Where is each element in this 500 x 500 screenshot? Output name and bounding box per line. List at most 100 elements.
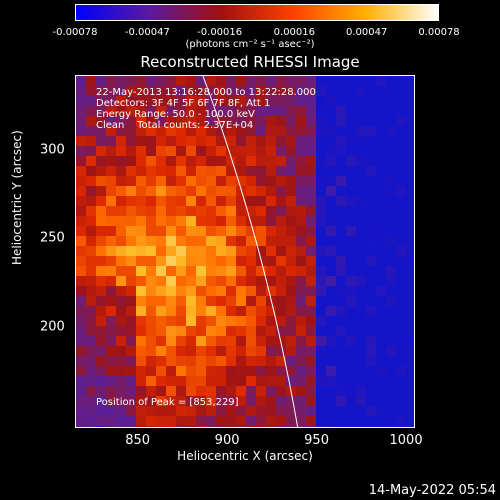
heatmap-cell xyxy=(186,256,196,266)
heatmap-cell xyxy=(406,276,414,286)
heatmap-cell xyxy=(386,336,396,346)
heatmap-cell xyxy=(126,276,136,286)
heatmap-cell xyxy=(116,226,126,236)
heatmap-cell xyxy=(126,136,136,146)
heatmap-cell xyxy=(216,176,226,186)
heatmap-cell xyxy=(346,236,356,246)
heatmap-cell xyxy=(106,156,116,166)
heatmap-cell xyxy=(206,426,216,427)
heatmap-cell xyxy=(316,286,326,296)
heatmap-cell xyxy=(366,86,376,96)
heatmap-cell xyxy=(166,366,176,376)
heatmap-cell xyxy=(196,176,206,186)
heatmap-cell xyxy=(376,256,386,266)
heatmap-cell xyxy=(176,216,186,226)
heatmap-cell xyxy=(356,366,366,376)
heatmap-cell xyxy=(176,116,186,126)
heatmap-cell xyxy=(236,166,246,176)
heatmap-cell xyxy=(246,256,256,266)
heatmap-cell xyxy=(206,136,216,146)
heatmap-cell xyxy=(296,86,306,96)
heatmap-cell xyxy=(346,346,356,356)
heatmap-cell xyxy=(366,256,376,266)
heatmap-cell xyxy=(166,256,176,266)
heatmap-cell xyxy=(276,236,286,246)
heatmap-cell xyxy=(226,166,236,176)
heatmap-cell xyxy=(206,76,216,86)
heatmap-cell xyxy=(236,186,246,196)
heatmap-cell xyxy=(286,276,296,286)
heatmap-cell xyxy=(156,246,166,256)
heatmap-cell xyxy=(166,346,176,356)
heatmap-cell xyxy=(246,286,256,296)
heatmap-cell xyxy=(356,86,366,96)
heatmap-cell xyxy=(186,246,196,256)
heatmap-cell xyxy=(336,116,346,126)
plot-area: 22-May-2013 13:16:28.000 to 13:22:28.000… xyxy=(75,75,415,428)
heatmap-cell xyxy=(106,176,116,186)
heatmap-cell xyxy=(106,396,116,406)
heatmap-cell xyxy=(136,366,146,376)
heatmap-cell xyxy=(296,376,306,386)
heatmap-cell xyxy=(186,356,196,366)
heatmap-cell xyxy=(306,306,316,316)
heatmap-cell xyxy=(136,76,146,86)
heatmap-cell xyxy=(216,416,226,426)
heatmap-cell xyxy=(96,356,106,366)
heatmap-cell xyxy=(326,126,336,136)
heatmap-cell xyxy=(116,346,126,356)
heatmap-cell xyxy=(76,176,86,186)
heatmap-cell xyxy=(256,406,266,416)
heatmap-cell xyxy=(286,176,296,186)
heatmap-cell xyxy=(156,266,166,276)
heatmap-cell xyxy=(76,186,86,196)
heatmap-cell xyxy=(236,346,246,356)
heatmap-cell xyxy=(166,76,176,86)
heatmap-cell xyxy=(186,146,196,156)
heatmap-cell xyxy=(196,226,206,236)
heatmap-cell xyxy=(106,76,116,86)
heatmap-cell xyxy=(136,316,146,326)
heatmap-cell xyxy=(396,96,406,106)
heatmap-cell xyxy=(386,76,396,86)
heatmap-cell xyxy=(156,106,166,116)
heatmap-cell xyxy=(356,426,366,427)
heatmap-cell xyxy=(116,86,126,96)
heatmap-cell xyxy=(166,426,176,427)
heatmap-cell xyxy=(286,356,296,366)
heatmap-cell xyxy=(246,156,256,166)
heatmap-cell xyxy=(186,176,196,186)
x-tick-label: 950 xyxy=(304,433,329,448)
heatmap-cell xyxy=(236,246,246,256)
heatmap-cell xyxy=(166,246,176,256)
heatmap-cell xyxy=(156,166,166,176)
heatmap-cell xyxy=(126,416,136,426)
heatmap-cell xyxy=(146,396,156,406)
heatmap-cell xyxy=(156,176,166,186)
heatmap-cell xyxy=(266,306,276,316)
heatmap-cell xyxy=(86,196,96,206)
heatmap-cell xyxy=(346,226,356,236)
heatmap-cell xyxy=(406,326,414,336)
heatmap-cell xyxy=(266,406,276,416)
heatmap-cell xyxy=(76,346,86,356)
heatmap-cell xyxy=(226,146,236,156)
heatmap-cell xyxy=(236,406,246,416)
heatmap-cell xyxy=(226,126,236,136)
heatmap-cell xyxy=(186,156,196,166)
heatmap-cell xyxy=(336,286,346,296)
heatmap-cell xyxy=(286,186,296,196)
heatmap-cell xyxy=(96,396,106,406)
heatmap-cell xyxy=(286,346,296,356)
heatmap-cell xyxy=(106,96,116,106)
heatmap-cell xyxy=(386,216,396,226)
heatmap-cell xyxy=(126,396,136,406)
heatmap-cell xyxy=(76,216,86,226)
heatmap-cell xyxy=(246,426,256,427)
heatmap-cell xyxy=(176,386,186,396)
heatmap-cell xyxy=(276,426,286,427)
heatmap-cell xyxy=(236,206,246,216)
heatmap-cell xyxy=(376,146,386,156)
heatmap-cell xyxy=(136,416,146,426)
heatmap-cell xyxy=(366,386,376,396)
